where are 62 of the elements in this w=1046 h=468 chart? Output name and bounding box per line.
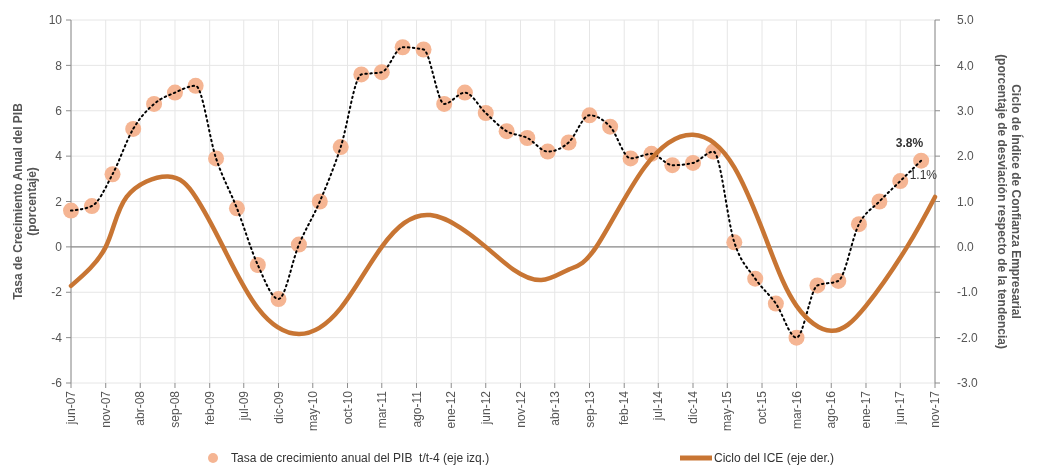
y2-tick-label: -3.0 xyxy=(957,376,978,391)
y2-axis-title: Ciclo de Índice de Confianza Empresarial (porcentaje de desviación respecto de la tendencia) xyxy=(995,54,1024,349)
y-tick-label: 0 xyxy=(55,240,63,255)
point xyxy=(63,202,79,219)
point xyxy=(685,154,702,171)
point xyxy=(830,272,847,289)
x-tick-label: nov-12 xyxy=(513,390,528,428)
x-tick-label: ene-12 xyxy=(444,390,459,429)
x-tick-label: abr-13 xyxy=(547,390,562,426)
x-tick-label: nov-17 xyxy=(928,390,943,428)
x-tick-label: jul-14 xyxy=(651,390,666,422)
point xyxy=(913,152,930,169)
y-tick-label: -6 xyxy=(51,376,63,391)
x-tick-label: may-10 xyxy=(305,390,320,432)
data-label: 3.8% xyxy=(895,135,924,150)
y2-tick-label: 1.0 xyxy=(957,194,975,209)
y2-tick-label: 4.0 xyxy=(957,58,975,73)
legend-label: Ciclo del ICE (eje der.) xyxy=(714,451,835,465)
y2-tick-label: -2.0 xyxy=(957,330,978,345)
line-series xyxy=(68,132,938,337)
x-tick-label: abr-08 xyxy=(133,390,148,426)
y-tick-label: 10 xyxy=(48,13,63,28)
y2-tick-label: -1.0 xyxy=(957,285,978,300)
x-tick-label: feb-09 xyxy=(202,390,217,426)
x-tick-label: ago-16 xyxy=(824,390,839,429)
point xyxy=(290,236,307,253)
x-tick-label: jul-09 xyxy=(236,390,251,422)
point xyxy=(850,216,867,233)
x-tick-label: jun-12 xyxy=(478,390,493,426)
x-tick-label: jun-17 xyxy=(893,390,908,426)
point xyxy=(228,200,245,217)
x-tick-label: mar-11 xyxy=(374,390,389,429)
x-tick-label: sep-13 xyxy=(582,390,597,428)
x-tick-label: nov-07 xyxy=(98,390,113,428)
x-tick-label: sep-08 xyxy=(168,390,183,428)
point xyxy=(436,95,453,112)
x-tick-label: oct-10 xyxy=(340,390,355,425)
x-tick-label: feb-14 xyxy=(617,390,632,426)
y2-tick-label: 0.0 xyxy=(957,240,975,255)
x-tick-label: jun-07 xyxy=(64,390,79,426)
point xyxy=(249,257,266,274)
y-axis-title: Tasa de Crecimiento Anual del PIB (porcentaje) xyxy=(11,102,39,300)
x-tick-label: may-15 xyxy=(720,390,735,432)
x-tick-label: dic-09 xyxy=(271,390,286,424)
y-tick-label: 2 xyxy=(55,194,63,209)
y2-tick-label: 3.0 xyxy=(957,103,975,118)
y-tick-label: 6 xyxy=(55,103,63,118)
y-tick-label: -4 xyxy=(51,330,63,345)
point xyxy=(602,118,619,135)
y2-tick-label: 2.0 xyxy=(957,149,975,164)
x-tick-label: mar-16 xyxy=(789,390,804,430)
y-tick-label: 8 xyxy=(55,58,63,73)
x-tick-label: ago-11 xyxy=(409,390,424,428)
x-tick-label: ene-17 xyxy=(859,390,874,429)
y2-tick-label: 5.0 xyxy=(957,13,975,28)
point xyxy=(519,129,536,146)
data-label: 1.1% xyxy=(909,167,938,182)
legend-label: Tasa de crecimiento anual del PIB t/t-4 (eje izq.) xyxy=(231,451,490,465)
x-tick-label: oct-15 xyxy=(755,390,770,425)
y-tick-label: -2 xyxy=(51,285,63,300)
x-tick-label: dic-14 xyxy=(686,390,701,424)
y-tick-label: 4 xyxy=(55,149,63,164)
